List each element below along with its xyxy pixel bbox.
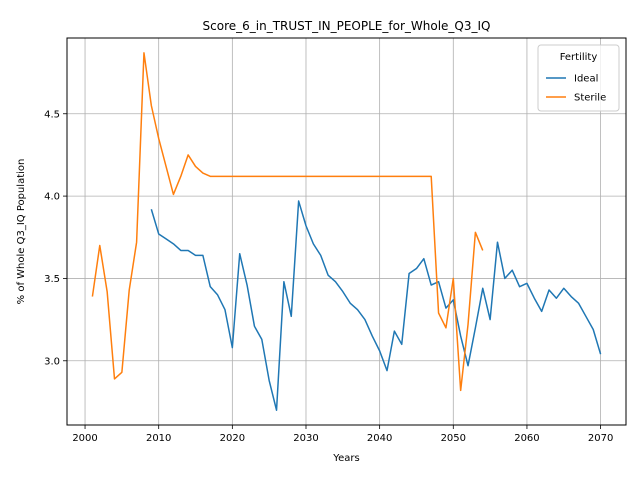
x-tick-label: 2020: [220, 433, 245, 444]
legend-box: [537, 44, 620, 112]
x-tick-label: 2070: [588, 433, 613, 444]
plot-frame: [66, 37, 627, 426]
legend-label-ideal: Ideal: [574, 74, 598, 85]
x-tick-label: 2000: [72, 433, 97, 444]
y-axis-label: % of Whole Q3_IQ Population: [16, 159, 27, 305]
x-tick-label: 2040: [367, 433, 392, 444]
series-line-sterile: [91, 52, 484, 392]
legend-title: Fertility: [560, 52, 598, 63]
series-lines: [91, 52, 602, 411]
y-tick-label: 4.0: [44, 192, 60, 203]
y-tick-label: 4.5: [44, 109, 60, 120]
legend: Fertility Ideal Sterile: [537, 44, 620, 112]
chart-title: Score_6_in_TRUST_IN_PEOPLE_for_Whole_Q3_…: [203, 19, 491, 33]
x-axis-label: Years: [332, 453, 359, 464]
x-tick-label: 2050: [441, 433, 466, 444]
axis-ticks: 2000 2010 2020 2030 2040 2050 2060 2070 3.0 3.5 4.…: [44, 109, 613, 444]
y-tick-label: 3.0: [44, 356, 60, 367]
series-line-ideal: [150, 200, 602, 411]
x-tick-label: 2010: [146, 433, 171, 444]
x-tick-label: 2060: [514, 433, 539, 444]
legend-label-sterile: Sterile: [574, 93, 606, 104]
x-tick-label: 2030: [293, 433, 318, 444]
y-tick-label: 3.5: [44, 274, 60, 285]
